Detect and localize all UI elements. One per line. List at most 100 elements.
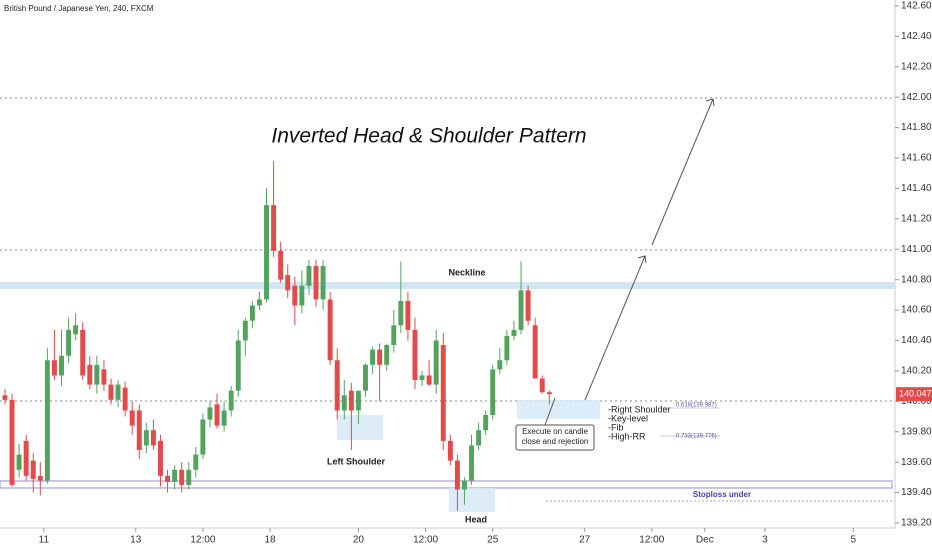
candle-body [363,364,368,391]
checklist-item: -Key-level [608,413,648,423]
candle-body [546,392,552,395]
candle-body [299,285,305,306]
y-tick-label: 142.200 [901,61,932,72]
candle-body [16,454,22,470]
chart-title: Inverted Head & Shoulder Pattern [271,125,586,148]
layout [0,0,896,529]
candle-body [426,375,432,385]
candle-body [228,390,234,411]
candle-body [101,369,107,385]
candle-body [51,360,57,376]
callout-text: close and rejection [522,437,589,446]
candle-body [115,384,121,400]
candle-body [249,305,255,321]
candle-body [306,265,312,286]
candle-body [398,300,404,326]
candle-body [334,360,340,411]
arrow-head [637,255,647,264]
x-tick-label: 13 [130,535,142,546]
candle-body [320,265,326,300]
candle-body [461,480,467,490]
fib-label: 0.733(139.776) [676,434,717,440]
x-tick-label: 18 [264,535,276,546]
candle-body [469,445,475,481]
candle-body [221,410,227,426]
arrow-head [705,98,715,107]
candle-body [483,415,489,431]
candle-body [143,430,149,446]
y-tick-label: 141.000 [901,244,932,255]
candle-body [207,407,213,420]
candle-body [511,329,517,336]
candle-body [158,440,163,476]
candle-body [108,384,114,400]
x-tick-label: 12:00 [190,535,215,546]
head-label: Head [465,514,487,524]
candle-body [73,325,79,335]
y-tick-label: 139.400 [901,487,932,498]
x-tick-label: 11 [39,535,50,546]
candle-body [412,329,418,381]
y-tick-label: 139.600 [901,457,932,468]
candle-body [129,410,135,426]
checklist-item: -High-RR [608,431,646,441]
candle-body [256,299,262,306]
y-tick-label: 140.400 [901,335,932,346]
candle-body [384,345,390,365]
y-tick-label: 140.600 [901,305,932,316]
candle-body [433,340,439,385]
head-box [449,488,495,512]
candle-body [235,340,241,391]
right-shoulder-box [517,400,600,419]
candle-body [122,387,128,411]
x-tick-label: 5 [851,535,857,546]
last-price-tag [896,387,932,402]
candle-body [504,335,510,361]
candle-body [405,300,411,330]
candle-body [419,375,425,381]
candle-body [186,469,192,485]
candle-body [94,364,100,385]
candle-body [391,325,397,346]
candle-body [377,349,383,365]
y-tick-label: 142.000 [901,92,932,103]
candle-body [525,290,531,321]
checklist-item: -Right Shoulder [608,404,671,414]
candle-body [370,349,376,365]
left-shoulder-label: Left Shoulder [327,456,385,466]
candle-body [327,299,333,361]
candle-body [193,454,199,470]
y-tick-label: 140.800 [901,274,932,285]
candle-body [59,355,64,376]
candle-body [80,329,86,376]
candle-body [172,469,178,482]
candle-body [341,395,347,411]
candle-body [518,290,524,330]
candle-body [264,205,269,300]
x-tick-label: Dec [696,535,714,546]
candle-body [44,360,50,481]
candle-body [271,205,277,251]
candle-body [179,469,185,485]
arrow [584,255,646,401]
y-tick-label: 140.000 [901,396,932,407]
candle-body [497,360,503,370]
y-tick-label: 139.200 [901,518,932,529]
candle-body [214,404,220,426]
stoploss-label: Stoploss under [693,490,751,499]
candle-body [278,250,284,280]
candle-body [285,275,291,291]
y-tick-label: 141.600 [901,153,932,164]
candle-body [454,460,460,490]
candle-body [200,419,206,455]
candle-body [490,369,496,416]
x-tick-label: 12:00 [413,535,438,546]
candle-body [447,440,453,461]
candle-body [532,325,538,379]
callout-text: Execute on candle [522,427,588,436]
y-tick-label: 139.800 [901,426,932,437]
last-price-label: 140.047 [899,389,932,399]
neckline-label: Neckline [448,267,485,277]
callout-pointer [544,397,556,426]
candle-body [313,265,319,300]
